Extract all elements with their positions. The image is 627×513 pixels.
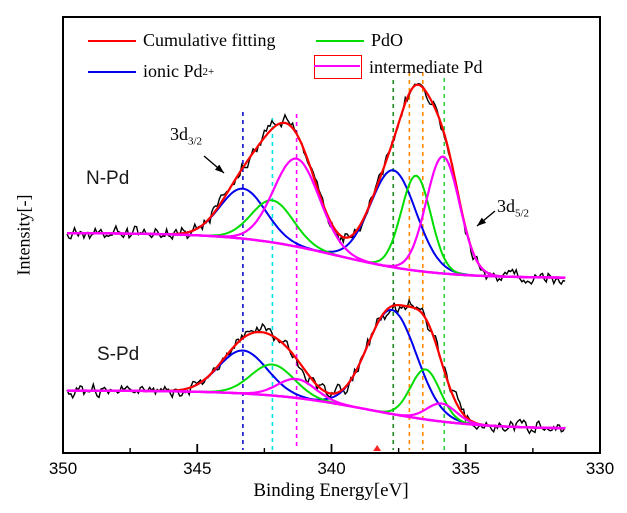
magenta-line-swatch	[314, 65, 360, 67]
x-tick-label-345: 345	[183, 459, 212, 478]
s-pd-cumulative-fitting-curve	[67, 303, 566, 430]
legend-label: intermediate Pd	[369, 56, 483, 77]
x-tick-label-340: 340	[317, 459, 346, 478]
s-pd-ionic_Pd2plus-component-curve	[67, 308, 566, 430]
legend-item-ionic-pd: ionic Pd 2+	[88, 61, 214, 82]
legend-label: PdO	[371, 30, 404, 50]
axis-marker-triangle	[373, 445, 382, 451]
x-axis-label: Binding Energy[eV]	[253, 480, 409, 501]
n-pd-PdO-component-curve	[67, 199, 566, 279]
sample-label-n-pd: N-Pd	[86, 168, 130, 189]
x-tick-label-330: 330	[585, 459, 615, 478]
legend-item-cumulative-fitting: Cumulative fitting	[88, 30, 276, 51]
n-pd-cumulative-fitting-curve	[67, 83, 566, 279]
s-pd-PdO-component-curve	[67, 363, 566, 430]
legend-label: Cumulative fitting	[143, 30, 276, 50]
n-pd-background-curve	[67, 232, 566, 279]
annotation-3d3-2: 3d3/2	[170, 124, 203, 148]
red-line-swatch	[88, 39, 136, 42]
green-line-swatch	[316, 39, 364, 42]
x-tick-label-350: 350	[48, 459, 78, 478]
y-axis-label: Intensity[-]	[13, 194, 34, 276]
annotation-arrowhead-0	[214, 164, 224, 173]
sample-label-s-pd: S-Pd	[97, 344, 140, 365]
blue-line-swatch	[88, 70, 136, 73]
x-tick-label-335: 335	[451, 459, 480, 478]
legend-label: ionic Pd	[143, 61, 203, 81]
annotation-3d5-2: 3d5/2	[497, 196, 530, 220]
legend-item-pdo: PdO	[316, 30, 403, 51]
n-pd-intermediate_Pd-component-curve	[67, 157, 566, 279]
s-pd-raw-data-curve	[66, 298, 566, 435]
boxed-magenta-line-swatch	[314, 55, 362, 79]
annotation-arrowhead-1	[477, 217, 487, 226]
legend-item-intermediate-pd: intermediate Pd	[314, 55, 482, 79]
s-pd-intermediate_Pd-component-curve	[67, 389, 566, 430]
n-pd-intermediate_Pd-component-curve	[67, 155, 566, 279]
